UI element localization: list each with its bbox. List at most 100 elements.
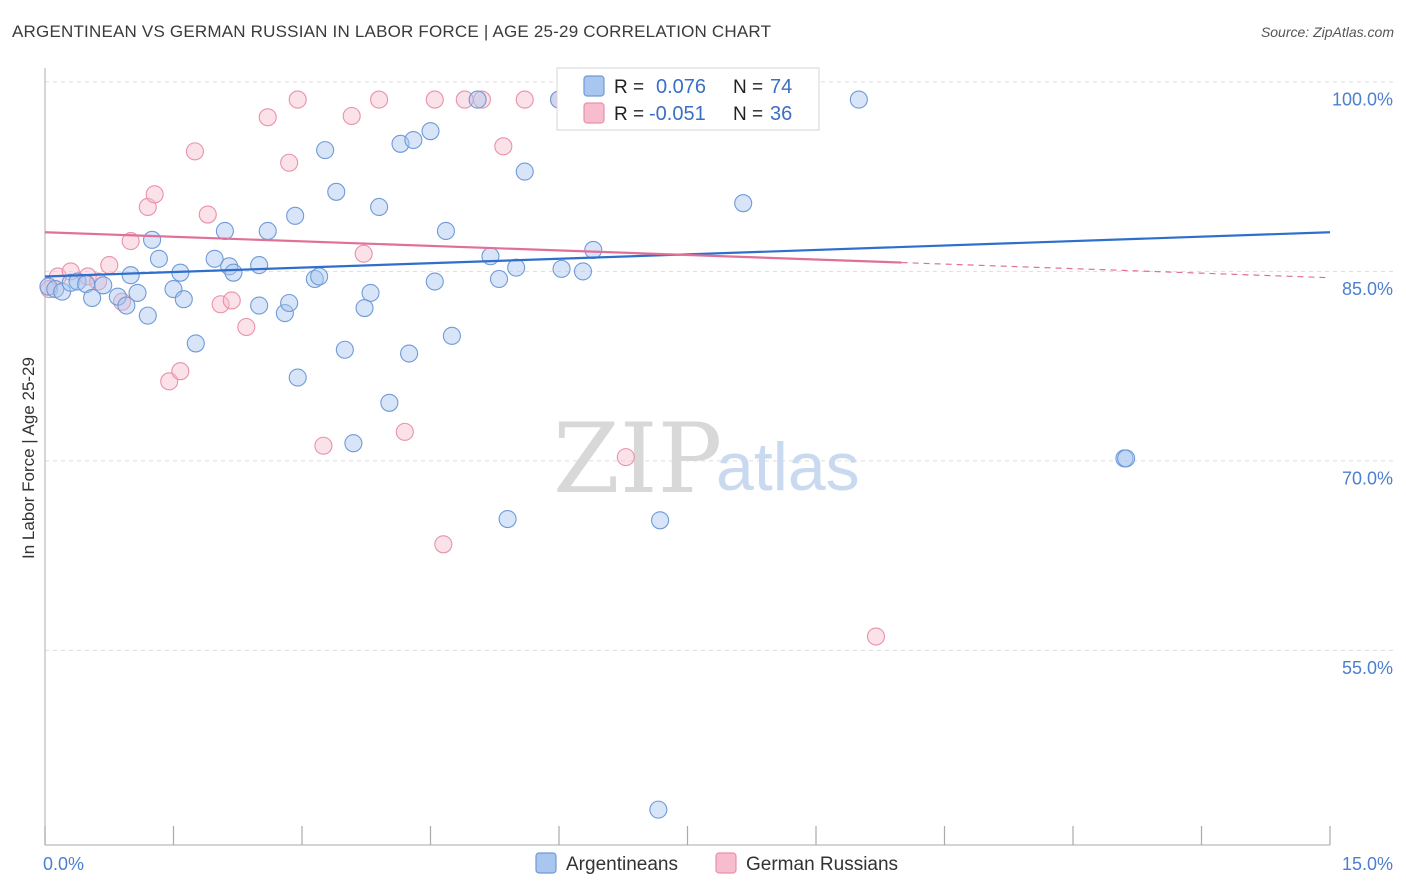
argentineans-point-1 [46, 280, 65, 299]
argentineans-point-29 [288, 368, 307, 387]
argentineans-point-32 [316, 141, 335, 160]
german-russians-point-16 [237, 317, 256, 337]
argentineans-point-14 [149, 249, 168, 268]
grid-layer [45, 81, 1395, 651]
argentineans-point-0 [39, 277, 58, 296]
watermark-zip: ZIP [553, 403, 722, 515]
argentineans-point-64 [849, 90, 868, 109]
legend-swatch-argentineans [583, 75, 605, 97]
german-russians-point-17 [258, 108, 277, 127]
legend-n-value-1: 74 [770, 76, 792, 98]
legend-n-value-2: 36 [770, 103, 792, 125]
german-russians-point-20 [314, 436, 333, 455]
german-russians-point-19 [288, 90, 307, 109]
legend-r-value-2: -0.051 [649, 103, 706, 125]
legend-top: R = 0.076 N = 74 R = -0.051 N = 36 [556, 67, 820, 131]
argentineans-point-50 [498, 509, 517, 529]
argentineans-point-38 [370, 197, 389, 217]
watermark-atlas: atlas [716, 429, 860, 505]
argentineans-point-44 [425, 272, 444, 291]
german-russians-point-11 [171, 362, 190, 381]
chart-source: Source: ZipAtlas.com [1260, 24, 1394, 40]
y-axis-label: In Labor Force | Age 25-29 [19, 357, 38, 559]
argentineans-point-22 [224, 263, 243, 282]
argentineans-point-27 [280, 293, 299, 313]
y-tick-label-2: 70.0% [1342, 469, 1393, 489]
german-russians-point-23 [370, 90, 389, 109]
argentineans-point-7 [94, 276, 113, 295]
argentineans-point-52 [515, 162, 534, 181]
legend-n-label-2: N = [733, 104, 763, 125]
argentineans-point-23 [250, 296, 269, 315]
german-russians-point-13 [198, 205, 217, 224]
argentineans-point-56 [584, 240, 603, 259]
x-tick-label-0: 0.0% [43, 854, 84, 874]
argentineans-point-41 [404, 130, 423, 150]
argentineans-point-45 [436, 221, 455, 241]
argentineans-point-28 [286, 206, 305, 225]
argentineans-point-17 [174, 290, 193, 309]
argentineans-point-36 [355, 298, 374, 318]
argentineans-point-3 [61, 273, 80, 292]
watermark: ZIP atlas [553, 403, 860, 515]
german-russians-point-29 [494, 137, 513, 156]
axes-layer [44, 68, 1331, 846]
legend-n-label-1: N = [733, 77, 763, 98]
german-russians-point-26 [434, 535, 453, 554]
legend-bottom: Argentineans German Russians [535, 852, 898, 875]
argentineans-point-20 [215, 221, 234, 241]
german-russians-point-28 [472, 90, 491, 109]
argentineans-point-6 [83, 288, 102, 307]
argentineans-point-47 [468, 90, 487, 109]
argentineans-point-13 [143, 230, 162, 249]
german-russians-point-35 [866, 627, 886, 646]
german-russians-point-12 [185, 142, 204, 161]
trend-lines [44, 231, 1331, 279]
argentineans-point-55 [573, 262, 593, 281]
argentineans-point-33 [327, 182, 346, 201]
argentineans-point-54 [552, 259, 571, 278]
german-russians-point-14 [211, 295, 230, 314]
tick-labels: 100.0% 85.0% 70.0% 55.0% 0.0% 15.0% [43, 90, 1393, 874]
argentineans-point-43 [421, 122, 440, 141]
argentineans-point-46 [442, 326, 461, 345]
legend-r-label-2: R = [614, 104, 644, 125]
argentineans-point-11 [128, 283, 147, 302]
argentineans-point-31 [310, 267, 329, 286]
legend-r-label-1: R = [614, 77, 644, 98]
argentineans-point-42 [400, 344, 419, 363]
chart-title: ARGENTINEAN VS GERMAN RUSSIAN IN LABOR F… [12, 22, 772, 41]
bottom-legend-swatch-german-russians [715, 852, 737, 874]
bottom-legend-label-german-russians: German Russians [746, 854, 898, 875]
german-russians-point-25 [425, 90, 444, 109]
german-russians-point-3 [78, 267, 97, 286]
argentineans-point-26 [275, 304, 294, 323]
argentineans-point-59 [651, 511, 670, 530]
argentineans-point-24 [250, 256, 269, 275]
argentineans-point-37 [361, 283, 380, 302]
argentineans-point-67 [649, 800, 668, 819]
argentineans-point-51 [507, 258, 526, 277]
german-russians-point-21 [342, 106, 361, 126]
german-russians-point-22 [354, 244, 373, 263]
german-russians-point-5 [100, 256, 119, 275]
legend-swatch-german-russians [583, 102, 605, 124]
argentineans-point-34 [335, 340, 354, 359]
argentineans-point-10 [121, 266, 140, 285]
argentineans-point-49 [489, 269, 509, 289]
argentineans-point-18 [186, 334, 205, 353]
y-tick-label-3: 55.0% [1342, 658, 1393, 678]
y-tick-label-0: 100.0% [1332, 90, 1393, 110]
argentineans-point-66 [1117, 449, 1136, 468]
argentineans-point-12 [138, 306, 157, 325]
argentineans-point-61 [734, 194, 753, 213]
german-russians-point-33 [616, 448, 635, 467]
german-russians-point-24 [395, 422, 414, 441]
german-russians-point-9 [145, 185, 164, 204]
argentineans-point-39 [380, 393, 399, 412]
german-russians-trend-line [44, 231, 902, 264]
german-russians-point-15 [222, 291, 241, 310]
german-russians-point-18 [280, 153, 299, 172]
argentineans-point-25 [258, 221, 277, 241]
